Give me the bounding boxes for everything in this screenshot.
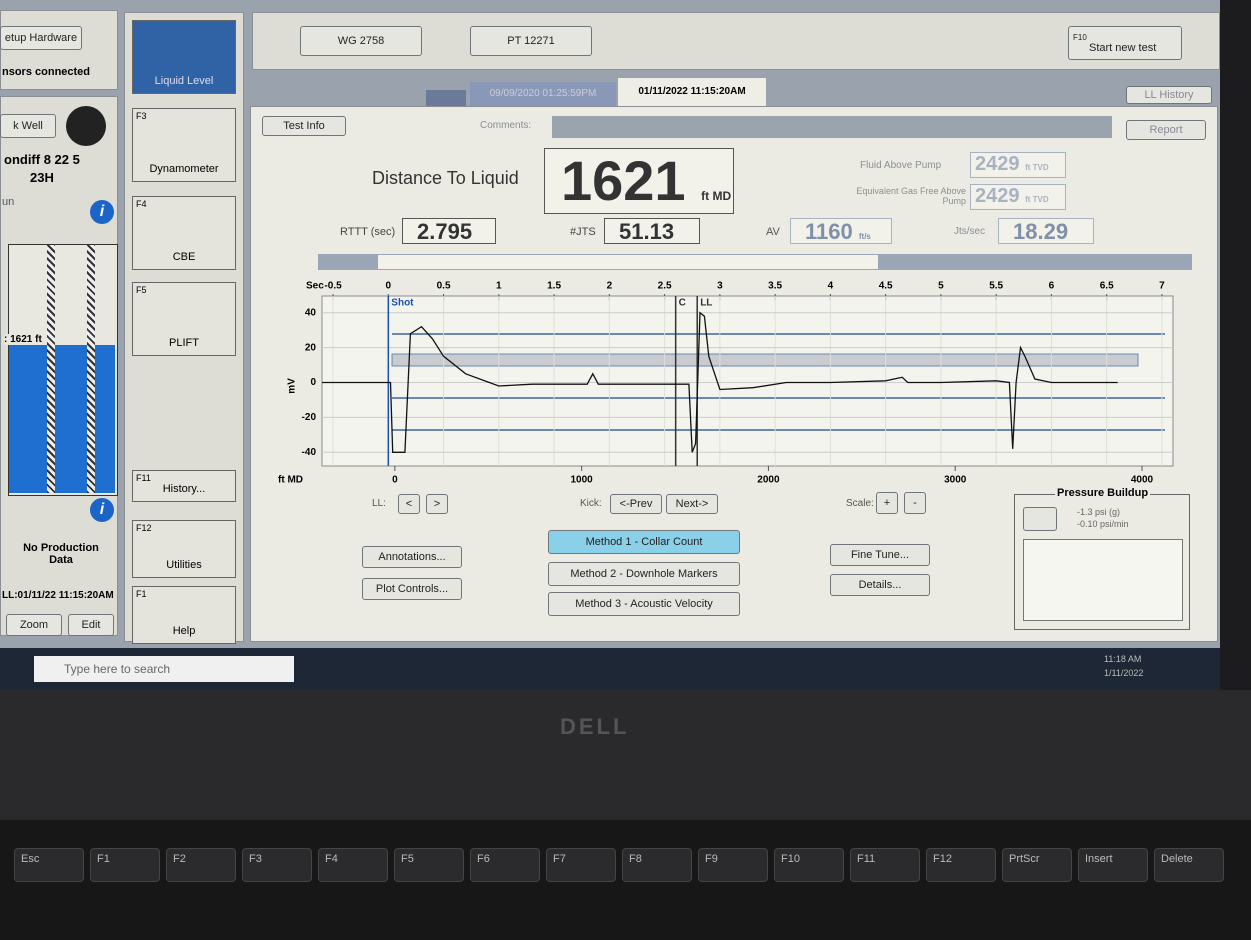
key[interactable]: PrtScr [1002,848,1072,882]
x-tick-label: 0 [386,281,392,292]
ll-next[interactable]: > [426,494,448,514]
fine-tune-button[interactable]: Fine Tune... [830,544,930,566]
kick-next[interactable]: Next-> [666,494,718,514]
key[interactable]: F1 [90,848,160,882]
x-tick-label: 3 [717,281,723,292]
key[interactable]: F6 [470,848,540,882]
key[interactable]: F4 [318,848,388,882]
search-box[interactable]: Type here to search [34,656,294,682]
depth-axis-label: ft MD [278,475,303,486]
screen: etup Hardware nsors connected k Well ond… [0,0,1220,690]
marker-label: Shot [391,298,414,309]
x-tick-label: 1 [496,281,502,292]
page: etup Hardware nsors connected k Well ond… [0,0,1251,940]
y-tick-label: -40 [302,447,317,458]
clock-time: 11:18 AM [1104,654,1141,664]
ll-prev[interactable]: < [398,494,420,514]
x-tick-label: 5 [938,281,944,292]
depth-tick-label: 0 [392,475,398,486]
key[interactable]: F2 [166,848,236,882]
method-button[interactable]: Method 2 - Downhole Markers [548,562,740,586]
depth-tick-label: 3000 [944,475,967,486]
x-tick-label: 0.5 [437,281,451,292]
x-tick-label: 1.5 [547,281,561,292]
pressure-title: Pressure Buildup [1055,487,1150,499]
pressure-box: Pressure Buildup -1.3 psi (g) -0.10 psi/… [1014,494,1190,630]
x-tick-label: 6.5 [1100,281,1114,292]
brand-logo: DELL [560,714,629,740]
details-button[interactable]: Details... [830,574,930,596]
pressure-button[interactable] [1023,507,1057,531]
y-tick-label: -20 [302,412,317,423]
method-button[interactable]: Method 3 - Acoustic Velocity [548,592,740,616]
x-tick-label: 4.5 [879,281,893,292]
x-axis-label: Sec [306,281,324,292]
scale-minus[interactable]: - [904,492,926,514]
kick-prev[interactable]: <-Prev [610,494,662,514]
marker-label: C [679,298,686,309]
key[interactable]: F8 [622,848,692,882]
ll-label: LL: [372,498,386,509]
x-tick-label: 4 [828,281,834,292]
clock-date: 1/11/2022 [1104,668,1143,678]
method-label: Method 1 - Collar Count [586,536,703,548]
depth-tick-label: 1000 [571,475,594,486]
key[interactable]: Insert [1078,848,1148,882]
marker-label: LL [700,298,712,309]
x-tick-label: 2.5 [658,281,672,292]
pressure-plot [1023,539,1183,621]
x-tick-label: 7 [1159,281,1165,292]
method-label: Method 3 - Acoustic Velocity [575,598,713,610]
key[interactable]: F11 [850,848,920,882]
pressure-psi: -1.3 psi (g) [1077,507,1120,517]
x-tick-label: 6 [1049,281,1055,292]
x-tick-label: 2 [607,281,613,292]
key[interactable]: F3 [242,848,312,882]
plot-controls-button[interactable]: Plot Controls... [362,578,462,600]
y-axis-label: mV [287,378,298,394]
x-tick-label: 3.5 [768,281,782,292]
key[interactable]: F10 [774,848,844,882]
taskbar: Type here to search 11:18 AM 1/11/2022 [0,648,1220,690]
y-tick-label: 20 [305,342,317,353]
pressure-rate: -0.10 psi/min [1077,519,1129,529]
key[interactable]: Delete [1154,848,1224,882]
x-tick-label: -0.5 [324,281,342,292]
method-button[interactable]: Method 1 - Collar Count [548,530,740,554]
key[interactable]: F7 [546,848,616,882]
key[interactable]: F9 [698,848,768,882]
y-tick-label: 40 [305,307,317,318]
key[interactable]: F12 [926,848,996,882]
method-label: Method 2 - Downhole Markers [570,568,717,580]
x-tick-label: 5.5 [989,281,1003,292]
key[interactable]: Esc [14,848,84,882]
depth-tick-label: 2000 [757,475,780,486]
y-tick-label: 0 [310,377,316,388]
annotations-button[interactable]: Annotations... [362,546,462,568]
key[interactable]: F5 [394,848,464,882]
bezel: DELL [0,690,1251,820]
scale-plus[interactable]: + [876,492,898,514]
scale-label: Scale: [846,498,874,509]
depth-tick-label: 4000 [1131,475,1154,486]
kick-label: Kick: [580,498,602,509]
